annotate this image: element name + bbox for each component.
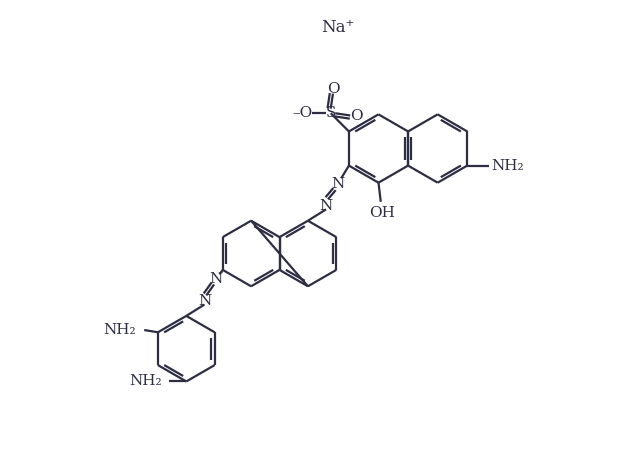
Text: NH₂: NH₂ <box>491 159 524 172</box>
Text: N: N <box>198 294 211 308</box>
Text: O: O <box>350 108 363 123</box>
Text: N: N <box>320 199 333 213</box>
Text: –O: –O <box>292 106 312 120</box>
Text: N: N <box>209 272 223 286</box>
Text: O: O <box>327 82 339 95</box>
Text: N: N <box>331 177 344 191</box>
Text: NH₂: NH₂ <box>129 374 162 389</box>
Text: OH: OH <box>369 207 394 220</box>
Text: NH₂: NH₂ <box>103 323 136 337</box>
Text: Na⁺: Na⁺ <box>321 19 354 36</box>
Text: S: S <box>325 106 336 120</box>
